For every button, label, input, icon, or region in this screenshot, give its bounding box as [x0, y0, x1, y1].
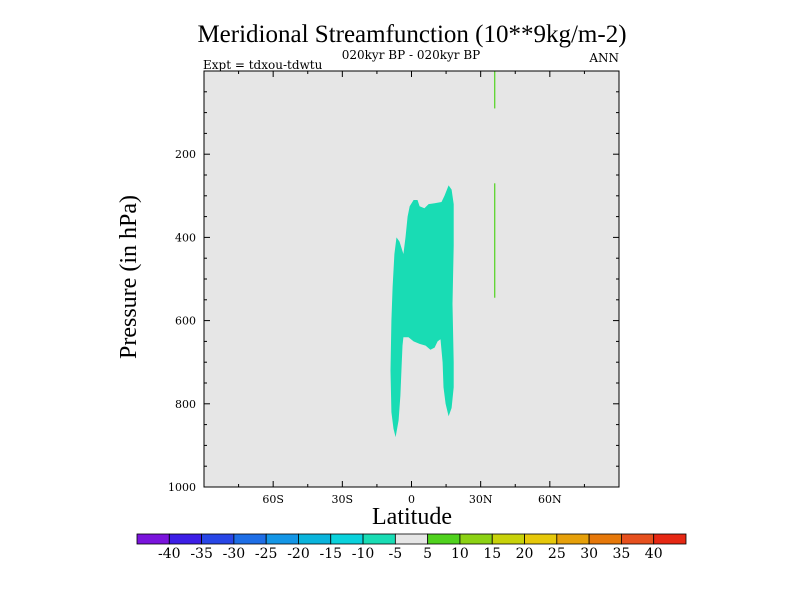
colorbar-label: -10 [352, 546, 375, 562]
colorbar-swatch [427, 533, 461, 545]
colorbar-label: -5 [389, 546, 403, 562]
colorbar-swatch [136, 533, 170, 545]
y-tick-label: 200 [175, 148, 196, 161]
y-tick-label: 600 [175, 315, 196, 328]
experiment-label: Expt = tdxou-tdwtu [203, 58, 323, 72]
colorbar-label: 10 [451, 546, 469, 562]
colorbar-label: -30 [223, 546, 246, 562]
colorbar: -40 -35 -30 -25 -20 -15 -10 -5 5 10 15 20 25 30 35 40 [136, 533, 687, 562]
colorbar-swatch [556, 533, 590, 545]
colorbar-swatch [491, 533, 525, 545]
colorbar-label: 20 [516, 546, 534, 562]
y-tick-label: 400 [175, 231, 196, 244]
colorbar-swatch [621, 533, 655, 545]
colorbar-label: -20 [287, 546, 310, 562]
x-axis: 60S 30S 0 30N 60N [238, 71, 585, 506]
colorbar-swatch [588, 533, 622, 545]
colorbar-swatch [524, 533, 558, 545]
x-tick-label: 0 [408, 493, 415, 506]
colorbar-swatch [362, 533, 396, 545]
x-tick-label: 30N [469, 493, 493, 506]
colorbar-label: 35 [612, 546, 630, 562]
y-tick-label: 1000 [168, 481, 196, 494]
colorbar-swatch [330, 533, 364, 545]
colorbar-swatch [298, 533, 332, 545]
colorbar-label: -35 [190, 546, 213, 562]
x-tick-label: 60S [262, 493, 284, 506]
y-axis-label: Pressure (in hPa) [116, 195, 142, 359]
colorbar-swatch [459, 533, 493, 545]
colorbar-swatch [394, 533, 429, 545]
colorbar-label: -25 [255, 546, 278, 562]
colorbar-label: 15 [483, 546, 501, 562]
colorbar-label: 5 [423, 546, 432, 562]
negative-cell [390, 185, 454, 438]
colorbar-swatch [265, 533, 299, 545]
colorbar-label: 30 [580, 546, 598, 562]
y-tick-label: 800 [175, 398, 196, 411]
colorbar-label: -40 [158, 546, 181, 562]
colorbar-swatch [168, 533, 202, 545]
y-axis: 200 400 600 800 1000 [168, 91, 619, 494]
x-axis-label: Latitude [372, 504, 452, 530]
colorbar-swatch [201, 533, 235, 545]
season-label: ANN [588, 51, 619, 65]
chart-title: Meridional Streamfunction (10**9kg/m-2) [197, 21, 626, 48]
colorbar-label: 40 [645, 546, 663, 562]
colorbar-label: 25 [548, 546, 566, 562]
colorbar-swatch [653, 533, 687, 545]
x-tick-label: 30S [332, 493, 354, 506]
contour-regions [390, 185, 454, 438]
colorbar-swatch [233, 533, 267, 545]
colorbar-label: -15 [319, 546, 342, 562]
chart-subtitle: 020kyr BP - 020kyr BP [342, 48, 480, 62]
x-tick-label: 60N [538, 493, 562, 506]
